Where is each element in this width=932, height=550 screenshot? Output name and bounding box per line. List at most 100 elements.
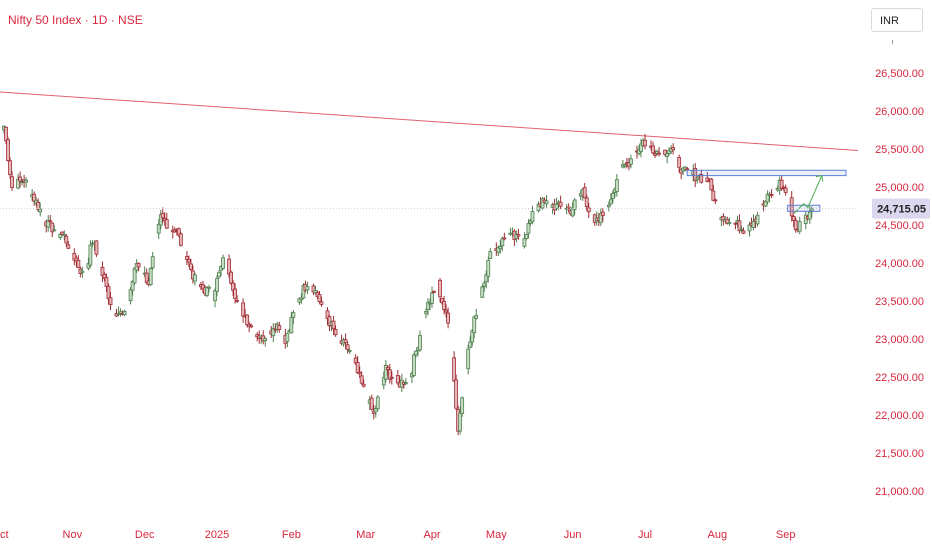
candle-body[interactable]: [779, 179, 784, 190]
candle-body[interactable]: [639, 143, 643, 153]
candle-body[interactable]: [231, 282, 235, 291]
candle-body[interactable]: [227, 258, 231, 275]
candle-body[interactable]: [86, 263, 91, 269]
candle-body[interactable]: [205, 287, 209, 296]
candle-body[interactable]: [176, 228, 181, 236]
candle-body[interactable]: [446, 312, 450, 324]
candle-body[interactable]: [693, 167, 698, 182]
candle-body[interactable]: [468, 341, 473, 348]
candle-body[interactable]: [375, 396, 380, 410]
candle-body[interactable]: [440, 298, 444, 304]
candle-body[interactable]: [383, 364, 388, 380]
candle-body[interactable]: [496, 247, 501, 253]
candle-body[interactable]: [291, 312, 296, 318]
candle-body[interactable]: [102, 273, 107, 279]
candle-body[interactable]: [201, 284, 205, 290]
candle-body[interactable]: [807, 211, 812, 220]
candle-body[interactable]: [665, 153, 670, 157]
candle-body[interactable]: [186, 259, 191, 263]
candle-body[interactable]: [498, 245, 503, 250]
candle-body[interactable]: [629, 158, 633, 165]
candle-body[interactable]: [474, 314, 479, 319]
candle-body[interactable]: [765, 193, 770, 203]
candle-body[interactable]: [480, 286, 485, 298]
candle-body[interactable]: [426, 301, 430, 310]
candle-body[interactable]: [685, 168, 690, 171]
candle-body[interactable]: [245, 314, 250, 326]
candle-body[interactable]: [207, 286, 211, 289]
candle-body[interactable]: [48, 220, 53, 223]
candle-body[interactable]: [144, 272, 149, 284]
candle-body[interactable]: [381, 377, 386, 386]
candle-body[interactable]: [158, 214, 163, 226]
candle-body[interactable]: [412, 354, 416, 376]
candle-body[interactable]: [677, 157, 682, 168]
candle-body[interactable]: [4, 126, 8, 142]
candle-body[interactable]: [713, 199, 718, 202]
candle-body[interactable]: [484, 274, 489, 283]
candle-body[interactable]: [586, 207, 591, 213]
candle-body[interactable]: [319, 301, 324, 305]
candle-body[interactable]: [530, 211, 535, 223]
candle-body[interactable]: [570, 207, 575, 217]
candle-body[interactable]: [353, 357, 358, 364]
candle-body[interactable]: [502, 237, 507, 240]
candle-body[interactable]: [769, 194, 774, 196]
candle-body[interactable]: [164, 219, 169, 229]
candle-body[interactable]: [36, 201, 41, 211]
candle-body[interactable]: [66, 244, 71, 249]
candle-body[interactable]: [385, 367, 390, 370]
price-axis[interactable]: 21,000.00 21,500.00 22,000.00 22,500.00 23,0…: [875, 68, 924, 498]
candle-body[interactable]: [803, 214, 808, 224]
candle-body[interactable]: [277, 325, 282, 330]
candle-body[interactable]: [359, 375, 364, 384]
candle-body[interactable]: [695, 177, 700, 181]
candle-body[interactable]: [671, 147, 676, 151]
candle-body[interactable]: [285, 332, 290, 342]
candle-body[interactable]: [64, 235, 69, 244]
candle-body[interactable]: [34, 199, 39, 204]
candle-body[interactable]: [184, 256, 189, 260]
candle-body[interactable]: [584, 197, 589, 207]
candle-body[interactable]: [38, 208, 43, 213]
candle-body[interactable]: [608, 199, 613, 205]
candle-body[interactable]: [610, 193, 615, 199]
candle-body[interactable]: [797, 221, 802, 232]
candle-body[interactable]: [24, 179, 29, 183]
candle-body[interactable]: [699, 174, 704, 183]
candle-body[interactable]: [106, 285, 111, 300]
candle-body[interactable]: [325, 310, 330, 319]
candle-body[interactable]: [6, 139, 10, 162]
candle-body[interactable]: [130, 280, 135, 291]
candle-body[interactable]: [156, 223, 161, 234]
candle-body[interactable]: [793, 219, 798, 231]
candle-body[interactable]: [460, 397, 465, 415]
candle-body[interactable]: [347, 350, 352, 352]
candle-body[interactable]: [600, 211, 605, 216]
candle-body[interactable]: [229, 271, 233, 284]
candle-body[interactable]: [16, 178, 20, 189]
candle-body[interactable]: [470, 330, 475, 343]
candle-body[interactable]: [725, 218, 730, 224]
candle-body[interactable]: [572, 199, 577, 210]
candle-body[interactable]: [74, 257, 79, 262]
candle-body[interactable]: [46, 219, 51, 228]
candle-body[interactable]: [62, 234, 67, 237]
candle-body[interactable]: [331, 320, 336, 330]
candle-body[interactable]: [488, 251, 493, 259]
candle-body[interactable]: [733, 222, 738, 225]
candle-body[interactable]: [747, 224, 752, 232]
candle-body[interactable]: [132, 267, 137, 284]
candle-body[interactable]: [741, 230, 746, 234]
candle-body[interactable]: [606, 204, 611, 208]
candle-body[interactable]: [305, 286, 310, 291]
candle-body[interactable]: [395, 375, 400, 384]
candle-body[interactable]: [653, 153, 657, 156]
candle-body[interactable]: [711, 190, 716, 201]
candle-body[interactable]: [516, 234, 521, 237]
candle-body[interactable]: [466, 348, 471, 370]
candle-body[interactable]: [58, 234, 63, 239]
time-axis[interactable]: Oct Nov Dec 2025 Feb Mar Apr May Jun Jul Aug Sep: [0, 529, 795, 541]
candle-body[interactable]: [178, 233, 183, 246]
